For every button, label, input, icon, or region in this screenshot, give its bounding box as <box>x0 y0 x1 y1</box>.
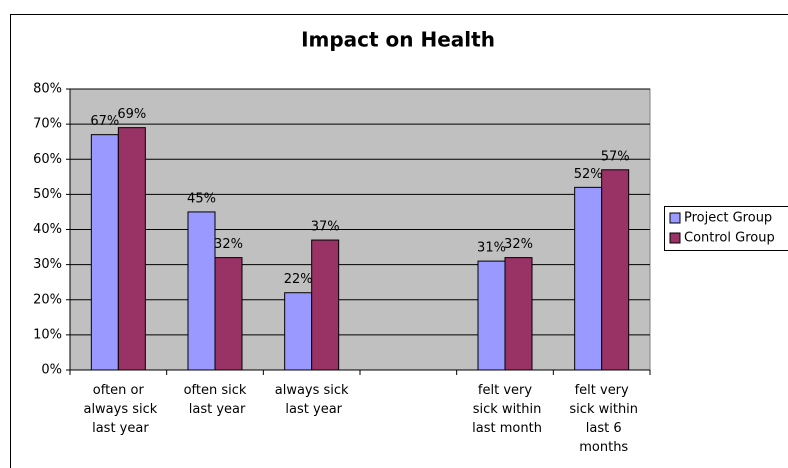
bar <box>601 169 630 371</box>
data-label: 22% <box>284 272 313 287</box>
bar <box>504 257 533 371</box>
data-label: 45% <box>187 191 216 206</box>
y-tick-label: 70% <box>33 117 62 132</box>
legend-box <box>664 206 788 251</box>
x-tick-label: always sick last year <box>275 383 349 417</box>
y-tick-label: 10% <box>33 327 62 342</box>
data-label: 31% <box>477 241 506 256</box>
chart-title: Impact on Health <box>301 28 495 52</box>
bar <box>311 239 340 371</box>
x-tick-label: felt very sick within last month <box>468 383 542 436</box>
y-tick-label: 50% <box>33 187 62 202</box>
data-label: 52% <box>574 167 603 182</box>
y-tick-label: 30% <box>33 257 62 272</box>
bar <box>214 257 243 371</box>
y-tick-label: 60% <box>33 152 62 167</box>
data-label: 32% <box>214 237 243 252</box>
bar <box>117 127 146 371</box>
data-label: 69% <box>117 107 146 122</box>
data-label: 37% <box>311 220 340 235</box>
x-tick-label: often or always sick last year <box>79 383 157 436</box>
legend-swatch <box>669 212 681 224</box>
data-label: 57% <box>601 149 630 164</box>
bar <box>187 211 216 371</box>
data-label: 67% <box>90 114 119 129</box>
bar <box>284 292 313 371</box>
y-tick-label: 0% <box>41 363 62 378</box>
bar <box>90 134 119 371</box>
y-tick-label: 80% <box>33 82 62 97</box>
legend-swatch <box>669 232 681 244</box>
bar <box>574 186 603 371</box>
data-label: 32% <box>504 237 533 252</box>
bar <box>477 260 506 371</box>
x-tick-label: often sick last year <box>184 383 247 417</box>
legend-label: Control Group <box>684 231 775 246</box>
y-tick-label: 20% <box>33 292 62 307</box>
x-tick-label: felt very sick within last 6 months <box>565 383 638 455</box>
y-tick-label: 40% <box>33 222 62 237</box>
legend-label: Project Group <box>684 211 772 226</box>
